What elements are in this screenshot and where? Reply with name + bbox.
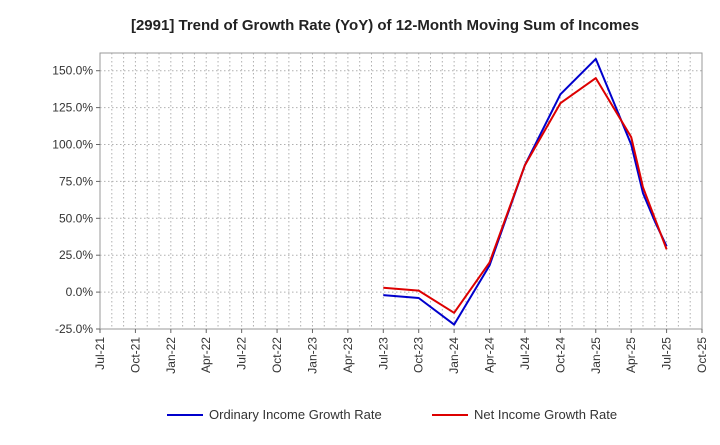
y-tick-label: 150.0%	[52, 64, 93, 78]
x-tick-label: Apr-22	[199, 337, 213, 373]
plot-area-frame	[99, 52, 703, 330]
x-tick-label: Jul-21	[93, 337, 107, 370]
y-tick-label: 0.0%	[66, 285, 94, 299]
x-tick-label: Oct-23	[412, 337, 426, 373]
x-tick-label: Apr-23	[341, 337, 355, 373]
legend-label: Net Income Growth Rate	[474, 407, 617, 422]
x-tick-label: Jan-23	[305, 337, 319, 374]
x-tick-label: Oct-24	[553, 337, 567, 373]
series-line-2	[383, 77, 668, 314]
x-tick-label: Oct-21	[128, 337, 142, 373]
x-tick-label: Apr-25	[624, 337, 638, 373]
x-tick-label: Apr-24	[483, 337, 497, 373]
x-tick-label: Jan-22	[164, 337, 178, 374]
y-axis: -25.0% 0.0% 25.0% 50.0% 75.0% 100.0% 125.0% 150…	[52, 64, 100, 336]
y-tick-label: 125.0%	[52, 101, 93, 115]
series-line-1	[383, 57, 668, 326]
x-tick-label: Oct-22	[270, 337, 284, 373]
y-tick-label: 25.0%	[59, 248, 93, 262]
x-tick-label: Jul-25	[660, 337, 674, 370]
grid	[99, 53, 703, 330]
legend: Ordinary Income Growth Rate Net Income Gr…	[167, 407, 617, 422]
x-tick-label: Jul-23	[376, 337, 390, 370]
x-tick-label: Jul-22	[235, 337, 249, 370]
x-tick-label: Jul-24	[518, 337, 532, 370]
legend-label: Ordinary Income Growth Rate	[209, 407, 382, 422]
x-tick-label: Jan-24	[447, 337, 461, 374]
y-tick-label: 75.0%	[59, 174, 93, 188]
series-lines	[383, 57, 668, 326]
y-tick-label: 50.0%	[59, 211, 93, 225]
y-tick-label: -25.0%	[55, 322, 93, 336]
y-tick-label: 100.0%	[52, 138, 93, 152]
x-tick-label: Oct-25	[695, 337, 709, 373]
x-axis: Jul-21 Oct-21 Jan-22 Apr-22 Jul-22 Oct-22 Jan-…	[93, 329, 709, 374]
chart-title: [2991] Trend of Growth Rate (YoY) of 12-…	[131, 17, 639, 34]
x-tick-label: Jan-25	[589, 337, 603, 374]
